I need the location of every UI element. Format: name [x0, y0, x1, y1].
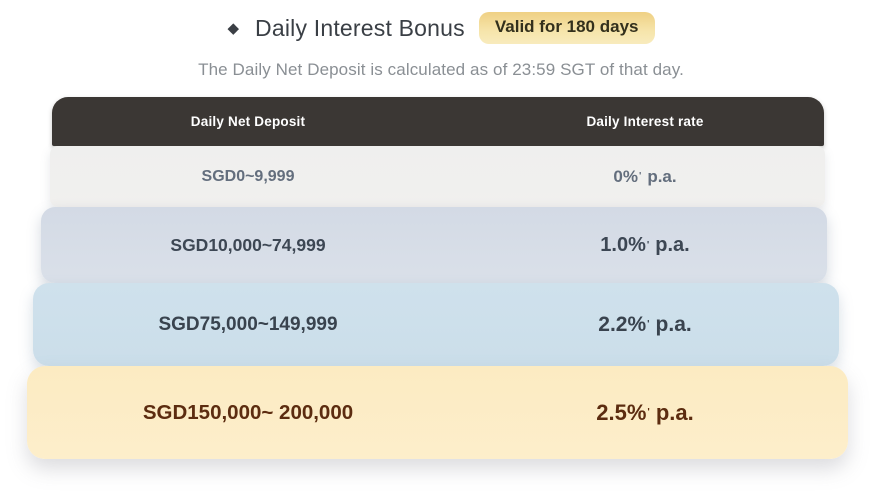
deposit-range: SGD75,000~149,999 [158, 313, 338, 335]
validity-badge: Valid for 180 days [478, 12, 655, 44]
footnote-marker: ' [646, 239, 650, 251]
footnote-marker: ' [638, 171, 642, 182]
tier-row-3: SGD75,000~149,999 2.2% ' p.a. [0, 283, 882, 366]
interest-rate: 0% ' p.a. [495, 146, 795, 207]
tier-row-3-background [33, 283, 839, 366]
footnote-marker: ' [647, 407, 650, 418]
deposit-range: SGD150,000~ 200,000 [142, 400, 354, 424]
interest-rate: 1.0% ' p.a. [495, 207, 795, 283]
tier-row-1-background [50, 146, 825, 207]
deposit-range: SGD10,000~74,999 [170, 234, 326, 255]
column-header-rate: Daily Interest rate [586, 114, 704, 129]
panel-header: ◆ Daily Interest Bonus Valid for 180 day… [0, 0, 882, 45]
deposit-range: SGD0~9,999 [201, 167, 295, 185]
tier-row-2: SGD10,000~74,999 1.0% ' p.a. [0, 207, 882, 283]
tier-row-2-background [41, 207, 827, 283]
rate-value: 2.2% [598, 312, 647, 336]
tier-row-4: SGD150,000~ 200,000 2.5% ' p.a. [0, 366, 882, 459]
rate-value: 2.5% [596, 399, 647, 425]
interest-rate-table: Daily Net Deposit Daily Interest rate SG… [0, 97, 882, 459]
page-title: Daily Interest Bonus [255, 14, 465, 41]
rate-unit: p.a. [655, 233, 690, 256]
footnote-marker: ' [647, 319, 650, 330]
rate-unit: p.a. [655, 312, 692, 336]
interest-rate: 2.5% ' p.a. [495, 366, 795, 459]
rate-value: 0% [613, 166, 638, 186]
rate-unit: p.a. [655, 399, 694, 425]
tier-row-1: SGD0~9,999 0% ' p.a. [0, 146, 882, 207]
interest-rate: 2.2% ' p.a. [495, 283, 795, 366]
table-header-row: Daily Net Deposit Daily Interest rate [0, 97, 882, 146]
rate-unit: p.a. [647, 166, 677, 186]
diamond-icon: ◆ [227, 19, 240, 37]
table-header-background [52, 97, 824, 146]
column-header-deposit: Daily Net Deposit [190, 114, 306, 129]
calculation-note: The Daily Net Deposit is calculated as o… [198, 60, 684, 79]
tier-row-4-background [27, 366, 848, 459]
rate-value: 1.0% [600, 233, 646, 256]
